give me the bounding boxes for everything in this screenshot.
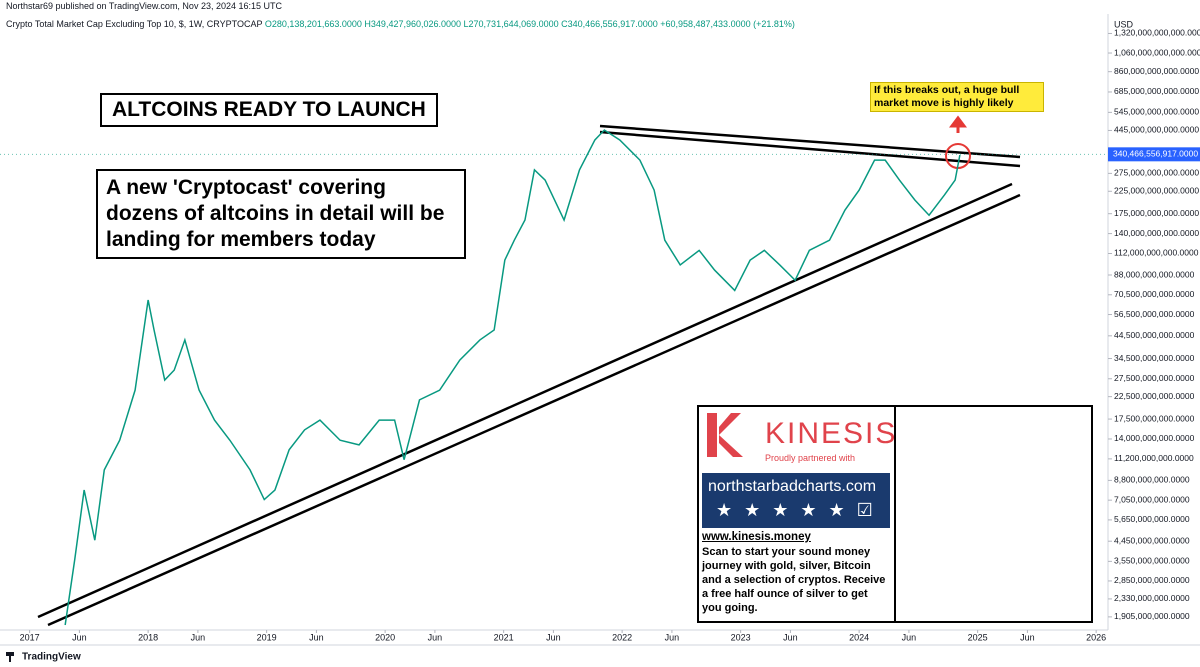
x-tick-label: 2018: [138, 632, 158, 642]
partner: northstarbadcharts.com: [708, 478, 877, 495]
ad-url: www.kinesis.money: [702, 531, 811, 543]
y-tick-label: 275,000,000,000.0000: [1114, 168, 1199, 178]
y-tick-label: 445,000,000,000.0000: [1114, 125, 1199, 135]
x-tick-label: 2021: [494, 632, 514, 642]
x-tick-label: Jun: [665, 632, 680, 642]
headline: ALTCOINS READY TO LAUNCH: [100, 93, 438, 127]
x-tick-label: Jun: [546, 632, 561, 642]
y-tick-label: 2,330,000,000.0000: [1114, 593, 1190, 603]
x-tick-label: 2022: [612, 632, 632, 642]
partner-banner: northstarbadcharts.com ★★★★★☑: [702, 473, 890, 528]
y-tick-label: 17,500,000,000.0000: [1114, 413, 1195, 423]
y-tick-label: 140,000,000,000.0000: [1114, 228, 1199, 238]
ad-logo: KINESIS: [765, 417, 898, 450]
y-tick-label: 88,000,000,000.0000: [1114, 269, 1195, 279]
kinesis-icon: [707, 413, 743, 457]
trendline: [599, 130, 1021, 168]
stars: ★★★★★☑: [716, 500, 885, 520]
y-tick-label: 175,000,000,000.0000: [1114, 208, 1199, 218]
y-tick-label: 70,500,000,000.0000: [1114, 289, 1195, 299]
x-tick-label: Jun: [783, 632, 798, 642]
x-tick-label: Jun: [428, 632, 443, 642]
x-tick-label: 2024: [849, 632, 869, 642]
currency: USD: [1114, 19, 1134, 29]
brand-logo: [6, 652, 14, 662]
x-tick-label: Jun: [309, 632, 324, 642]
y-tick-label: 7,050,000,000.0000: [1114, 494, 1190, 504]
y-tick-label: 1,905,000,000.0000: [1114, 611, 1190, 621]
x-tick-label: 2017: [20, 632, 40, 642]
ad-text: Scan to start your sound money journey w…: [702, 546, 886, 614]
x-tick-label: 2020: [375, 632, 395, 642]
y-tick-label: 11,200,000,000.0000: [1114, 453, 1194, 463]
ad-tagline: Proudly partnered with: [765, 453, 856, 463]
note: A new 'Cryptocast' covering dozens of al…: [96, 169, 466, 259]
close: C340,466,556,917.0000: [561, 19, 658, 29]
brand: TradingView: [22, 652, 81, 663]
symbol-line: Crypto Total Market Cap Excluding Top 10…: [6, 19, 795, 29]
price-line: [64, 129, 961, 626]
ad-divider: [894, 407, 896, 621]
x-tick-label: 2025: [968, 632, 988, 642]
last-price-label: 340,466,556,917.0000: [1113, 149, 1198, 159]
last-price-box: [1108, 147, 1200, 162]
y-tick-label: 545,000,000,000.0000: [1114, 107, 1199, 117]
y-tick-label: 27,500,000,000.0000: [1114, 373, 1195, 383]
y-tick-label: 112,000,000,000.0000: [1114, 248, 1199, 258]
y-tick-label: 34,500,000,000.0000: [1114, 353, 1195, 363]
low: L270,731,644,069.0000: [463, 19, 559, 29]
y-tick-label: 2,850,000,000.0000: [1114, 575, 1190, 585]
y-tick-label: 685,000,000,000.0000: [1114, 86, 1199, 96]
ad-box: KINESIS Proudly partnered with northstar…: [697, 405, 1093, 623]
trendline: [47, 193, 1021, 627]
y-tick-label: 860,000,000,000.0000: [1114, 66, 1199, 76]
trendlines: [37, 124, 1021, 627]
y-tick-label: 225,000,000,000.0000: [1114, 186, 1199, 196]
arrow: [949, 115, 967, 133]
change: +60,958,487,433.0000 (+21.81%): [660, 19, 795, 29]
y-tick-label: 8,800,000,000.0000: [1114, 475, 1190, 485]
trendline: [37, 182, 1013, 619]
y-tick-label: 44,500,000,000.0000: [1114, 330, 1195, 340]
x-tick-label: 2019: [257, 632, 277, 642]
y-tick-label: 14,000,000,000.0000: [1114, 433, 1195, 443]
y-tick-label: 1,060,000,000,000.0000: [1114, 47, 1200, 57]
symbol: Crypto Total Market Cap Excluding Top 10…: [6, 19, 263, 29]
x-tick-label: 2023: [731, 632, 751, 642]
high: H349,427,960,026.0000: [364, 19, 462, 29]
trendline: [599, 124, 1021, 159]
open: O280,138,201,663.0000: [264, 19, 362, 29]
y-tick-label: 56,500,000,000.0000: [1114, 309, 1195, 319]
x-tick-label: 2026: [1086, 632, 1106, 642]
x-tick-label: Jun: [191, 632, 206, 642]
y-tick-label: 3,550,000,000.0000: [1114, 556, 1190, 566]
x-tick-label: Jun: [1020, 632, 1035, 642]
y-tick-label: 22,500,000,000.0000: [1114, 391, 1195, 401]
callout: If this breaks out, a huge bull market m…: [870, 82, 1044, 112]
y-tick-label: 5,650,000,000.0000: [1114, 514, 1190, 524]
publisher: Northstar69 published on TradingView.com…: [6, 1, 282, 11]
x-tick-label: Jun: [72, 632, 87, 642]
x-tick-label: Jun: [902, 632, 917, 642]
y-tick-label: 4,450,000,000.0000: [1114, 535, 1190, 545]
y-tick-label: 1,320,000,000,000.0000: [1114, 28, 1200, 38]
